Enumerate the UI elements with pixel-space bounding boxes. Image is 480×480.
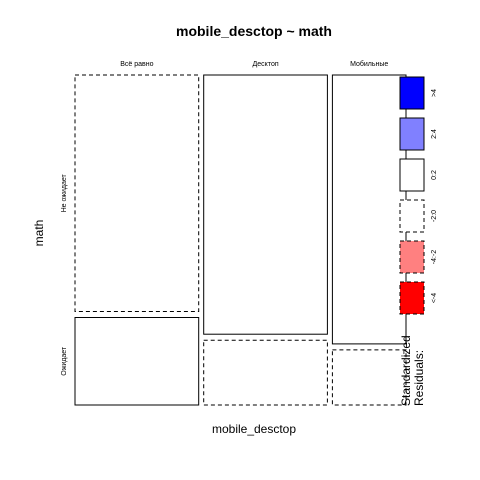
y-category-label: Не ожидает: [61, 173, 68, 212]
mosaic-tile: [331, 349, 407, 406]
x-category-labels: Всё равно Десктоп Мобильные: [120, 60, 388, 68]
legend-swatch: [399, 76, 425, 110]
legend-label: 2:4: [431, 129, 438, 139]
legend-label: -4:-2: [431, 250, 438, 265]
mosaic-tile: [203, 339, 328, 406]
legend-swatch: [399, 240, 425, 274]
residual-legend: >4 2:4 0:2 -2:0 -4:-2 <-4: [399, 76, 438, 315]
y-category-labels: Не ожидает Ожидает: [61, 173, 68, 375]
legend-label: >4: [431, 89, 438, 97]
x-category-label: Всё равно: [120, 61, 153, 68]
mosaic-tile: [74, 317, 200, 406]
legend-label: -2:0: [431, 210, 438, 222]
legend-title: StandardizedResiduals:: [399, 335, 426, 406]
legend-label: 0:2: [431, 170, 438, 180]
legend-swatch: [399, 117, 425, 151]
legend-swatch: [399, 199, 425, 233]
mosaic-tile: [331, 74, 407, 345]
x-axis-label: mobile_desctop: [212, 422, 296, 436]
mosaic-tiles: [74, 74, 407, 406]
mosaic-tile: [203, 74, 328, 335]
legend-swatch: [399, 158, 425, 192]
y-category-label: Ожидает: [61, 346, 68, 376]
legend-swatch: [399, 281, 425, 315]
legend-title-line: Standardized: [399, 335, 413, 406]
mosaic-tile: [74, 74, 200, 312]
x-category-label: Десктоп: [253, 61, 279, 68]
legend-label: <-4: [431, 293, 438, 303]
legend-title-line: Residuals:: [412, 350, 426, 406]
y-axis-label: math: [32, 220, 46, 247]
chart-title: mobile_desctop ~ math: [176, 23, 332, 39]
x-category-label: Мобильные: [350, 60, 388, 68]
